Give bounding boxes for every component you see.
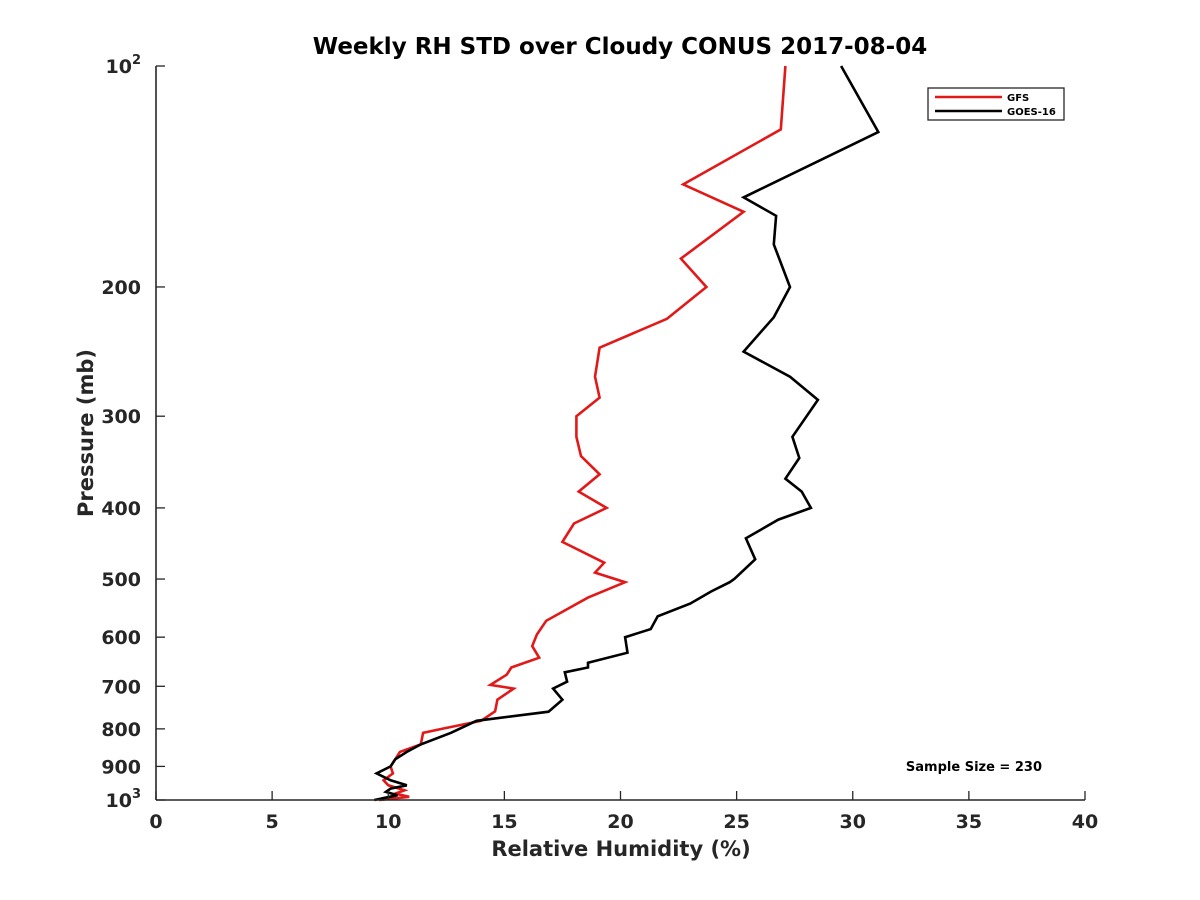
x-tick-label-35: 35 xyxy=(956,811,982,833)
x-tick-label-5: 5 xyxy=(266,811,279,833)
x-tick-label-25: 25 xyxy=(723,811,749,833)
y-tick-label-400: 400 xyxy=(101,498,141,520)
x-axis-label: Relative Humidity (%) xyxy=(491,837,750,861)
y-tick-label-1000: 103 xyxy=(106,787,142,812)
legend-box xyxy=(927,87,1065,121)
chart-title: Weekly RH STD over Cloudy CONUS 2017-08-… xyxy=(313,34,927,60)
sample-size-annotation: Sample Size = 230 xyxy=(906,760,1042,775)
x-tick-label-30: 30 xyxy=(840,811,866,833)
plot-area: 0 5 10 15 20 25 30 35 40 102 200 300 400 500 600 700 80… xyxy=(101,53,1098,833)
x-axis-ticks: 0 5 10 15 20 25 30 35 40 xyxy=(149,791,1098,833)
y-tick-label-900: 900 xyxy=(101,756,141,778)
x-tick-label-40: 40 xyxy=(1072,811,1098,833)
legend: GFS GOES-16 xyxy=(927,87,1065,121)
y-tick-label-600: 600 xyxy=(101,627,141,649)
x-tick-label-15: 15 xyxy=(491,811,517,833)
legend-label-gfs: GFS xyxy=(1007,93,1029,104)
y-tick-label-300: 300 xyxy=(101,406,141,428)
x-tick-label-0: 0 xyxy=(149,811,162,833)
y-tick-label-800: 800 xyxy=(101,719,141,741)
y-tick-label-200: 200 xyxy=(101,277,141,299)
series-layer xyxy=(373,65,881,802)
legend-label-goes16: GOES-16 xyxy=(1007,107,1056,118)
y-tick-label-700: 700 xyxy=(101,676,141,698)
x-tick-label-20: 20 xyxy=(607,811,633,833)
y-tick-label-500: 500 xyxy=(101,569,141,591)
y-axis-label: Pressure (mb) xyxy=(74,349,98,517)
plot-background xyxy=(156,66,1085,800)
y-tick-label-100: 102 xyxy=(106,53,142,78)
y-axis-ticks: 102 200 300 400 500 600 700 800 900 103 xyxy=(101,53,165,812)
series-line-goes16 xyxy=(373,65,881,802)
x-tick-label-10: 10 xyxy=(375,811,401,833)
